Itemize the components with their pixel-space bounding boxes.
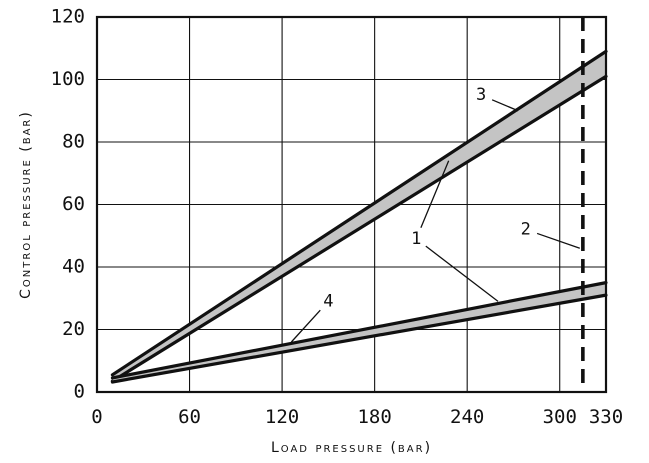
- band-1-lower-line: [110, 74, 608, 383]
- y-axis-title: Control pressure (bar): [18, 110, 34, 299]
- callout-leader-1-2: [425, 245, 499, 302]
- callout-label-4: 4: [323, 291, 333, 311]
- callout-label-3: 3: [476, 85, 486, 105]
- callout-leader-2-1: [536, 232, 580, 249]
- callout-leader-4-1: [290, 309, 321, 343]
- callout-leader-1-1: [420, 160, 450, 229]
- band-2-upper-line: [110, 281, 608, 380]
- bands: [110, 49, 608, 384]
- y-tick-label-5: 100: [51, 68, 85, 90]
- callout-leader-3-1: [491, 99, 519, 112]
- y-tick-labels: 0 20 40 60 80 100 120: [51, 6, 85, 403]
- y-tick-label-4: 80: [62, 131, 85, 153]
- y-tick-label-6: 120: [51, 6, 85, 28]
- band-2-lower-line: [110, 293, 608, 384]
- x-tick-label-4: 240: [450, 406, 484, 428]
- y-tick-label-0: 0: [74, 381, 85, 403]
- x-tick-label-1: 60: [178, 406, 201, 428]
- band-1-upper-line: [110, 49, 608, 377]
- callout-label-2: 2: [521, 220, 531, 240]
- x-tick-label-2: 120: [265, 406, 299, 428]
- y-tick-label-2: 40: [62, 256, 85, 278]
- x-tick-label-3: 180: [357, 406, 391, 428]
- y-tick-label-1: 20: [62, 318, 85, 340]
- x-axis-title: Load pressure (bar): [271, 440, 432, 456]
- x-tick-label-0: 0: [91, 406, 102, 428]
- y-tick-label-3: 60: [62, 193, 85, 215]
- callouts: 1 2 3 4: [290, 85, 580, 343]
- x-tick-label-6: 330: [589, 406, 623, 428]
- x-tick-label-5: 300: [543, 406, 577, 428]
- x-tick-labels: 0 60 120 180 240 300 330: [91, 406, 623, 428]
- callout-label-1: 1: [411, 229, 421, 249]
- plot-frame: [95, 15, 608, 394]
